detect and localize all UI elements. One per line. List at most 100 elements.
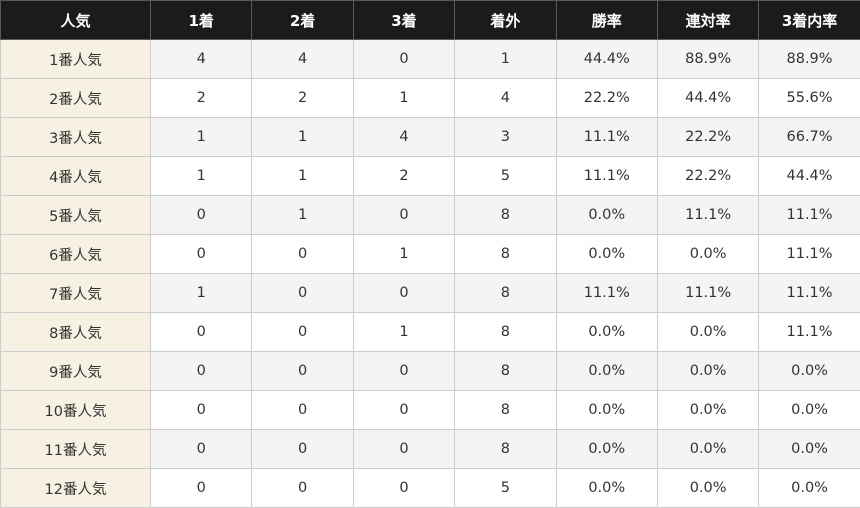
top3-rate: 0.0%: [758, 390, 860, 430]
row-label: 7番人気: [0, 273, 151, 313]
top3-rate: 88.9%: [758, 39, 860, 79]
header-popularity: 人気: [0, 0, 151, 40]
row-label: 4番人気: [0, 156, 151, 196]
third-place-count: 1: [352, 234, 456, 274]
win-rate: 11.1%: [555, 273, 658, 313]
first-place-count: 1: [149, 156, 253, 196]
top3-rate: 11.1%: [758, 312, 860, 352]
out-of-place-count: 8: [454, 351, 557, 391]
out-of-place-count: 8: [454, 195, 557, 235]
header-win-rate: 勝率: [555, 0, 658, 40]
table-row: 7番人気 1 0 0 8 11.1% 11.1% 11.1%: [0, 273, 860, 313]
second-place-count: 2: [251, 78, 354, 118]
second-place-count: 0: [251, 468, 354, 508]
table-row: 12番人気 0 0 0 5 0.0% 0.0% 0.0%: [0, 468, 860, 508]
top3-rate: 55.6%: [758, 78, 860, 118]
top2-rate: 22.2%: [656, 156, 760, 196]
table-row: 2番人気 2 2 1 4 22.2% 44.4% 55.6%: [0, 78, 860, 118]
header-second-place: 2着: [251, 0, 354, 40]
table-row: 4番人気 1 1 2 5 11.1% 22.2% 44.4%: [0, 156, 860, 196]
third-place-count: 0: [352, 195, 456, 235]
table-body: 1番人気 4 4 0 1 44.4% 88.9% 88.9% 2番人気 2 2 1 4 22.2% 44.4…: [0, 39, 860, 508]
win-rate: 0.0%: [555, 312, 658, 352]
top2-rate: 11.1%: [656, 195, 760, 235]
win-rate: 11.1%: [555, 156, 658, 196]
first-place-count: 0: [149, 312, 253, 352]
out-of-place-count: 8: [454, 429, 557, 469]
table-row: 8番人気 0 0 1 8 0.0% 0.0% 11.1%: [0, 312, 860, 352]
second-place-count: 0: [251, 273, 354, 313]
out-of-place-count: 8: [454, 312, 557, 352]
out-of-place-count: 3: [454, 117, 557, 157]
win-rate: 22.2%: [555, 78, 658, 118]
top2-rate: 0.0%: [656, 351, 760, 391]
top2-rate: 0.0%: [656, 390, 760, 430]
top3-rate: 44.4%: [758, 156, 860, 196]
out-of-place-count: 8: [454, 273, 557, 313]
header-third-place: 3着: [352, 0, 456, 40]
top2-rate: 0.0%: [656, 312, 760, 352]
out-of-place-count: 1: [454, 39, 557, 79]
third-place-count: 2: [352, 156, 456, 196]
row-label: 11番人気: [0, 429, 151, 469]
second-place-count: 4: [251, 39, 354, 79]
first-place-count: 0: [149, 429, 253, 469]
top2-rate: 22.2%: [656, 117, 760, 157]
table-row: 11番人気 0 0 0 8 0.0% 0.0% 0.0%: [0, 429, 860, 469]
win-rate: 0.0%: [555, 234, 658, 274]
second-place-count: 0: [251, 429, 354, 469]
win-rate: 0.0%: [555, 195, 658, 235]
second-place-count: 1: [251, 195, 354, 235]
win-rate: 0.0%: [555, 390, 658, 430]
first-place-count: 0: [149, 390, 253, 430]
third-place-count: 4: [352, 117, 456, 157]
out-of-place-count: 8: [454, 390, 557, 430]
first-place-count: 0: [149, 468, 253, 508]
row-label: 12番人気: [0, 468, 151, 508]
table-row: 6番人気 0 0 1 8 0.0% 0.0% 11.1%: [0, 234, 860, 274]
first-place-count: 4: [149, 39, 253, 79]
win-rate: 0.0%: [555, 429, 658, 469]
top3-rate: 11.1%: [758, 273, 860, 313]
top3-rate: 11.1%: [758, 234, 860, 274]
top2-rate: 44.4%: [656, 78, 760, 118]
win-rate: 0.0%: [555, 351, 658, 391]
win-rate: 0.0%: [555, 468, 658, 508]
third-place-count: 0: [352, 468, 456, 508]
top3-rate: 0.0%: [758, 351, 860, 391]
first-place-count: 0: [149, 195, 253, 235]
third-place-count: 0: [352, 351, 456, 391]
out-of-place-count: 5: [454, 468, 557, 508]
first-place-count: 2: [149, 78, 253, 118]
out-of-place-count: 5: [454, 156, 557, 196]
first-place-count: 0: [149, 351, 253, 391]
top3-rate: 0.0%: [758, 429, 860, 469]
row-label: 10番人気: [0, 390, 151, 430]
table-row: 1番人気 4 4 0 1 44.4% 88.9% 88.9%: [0, 39, 860, 79]
first-place-count: 1: [149, 117, 253, 157]
second-place-count: 1: [251, 117, 354, 157]
header-out-of-place: 着外: [454, 0, 557, 40]
third-place-count: 0: [352, 390, 456, 430]
header-top3-rate: 3着内率: [758, 0, 860, 40]
top3-rate: 0.0%: [758, 468, 860, 508]
top3-rate: 66.7%: [758, 117, 860, 157]
row-label: 5番人気: [0, 195, 151, 235]
row-label: 1番人気: [0, 39, 151, 79]
out-of-place-count: 8: [454, 234, 557, 274]
second-place-count: 0: [251, 234, 354, 274]
second-place-count: 0: [251, 390, 354, 430]
row-label: 8番人気: [0, 312, 151, 352]
top2-rate: 11.1%: [656, 273, 760, 313]
win-rate: 44.4%: [555, 39, 658, 79]
second-place-count: 0: [251, 312, 354, 352]
second-place-count: 0: [251, 351, 354, 391]
header-row: 人気 1着 2着 3着 着外 勝率 連対率 3着内率: [0, 0, 860, 40]
third-place-count: 0: [352, 273, 456, 313]
table-row: 10番人気 0 0 0 8 0.0% 0.0% 0.0%: [0, 390, 860, 430]
top2-rate: 0.0%: [656, 429, 760, 469]
second-place-count: 1: [251, 156, 354, 196]
first-place-count: 1: [149, 273, 253, 313]
table-row: 5番人気 0 1 0 8 0.0% 11.1% 11.1%: [0, 195, 860, 235]
row-label: 9番人気: [0, 351, 151, 391]
